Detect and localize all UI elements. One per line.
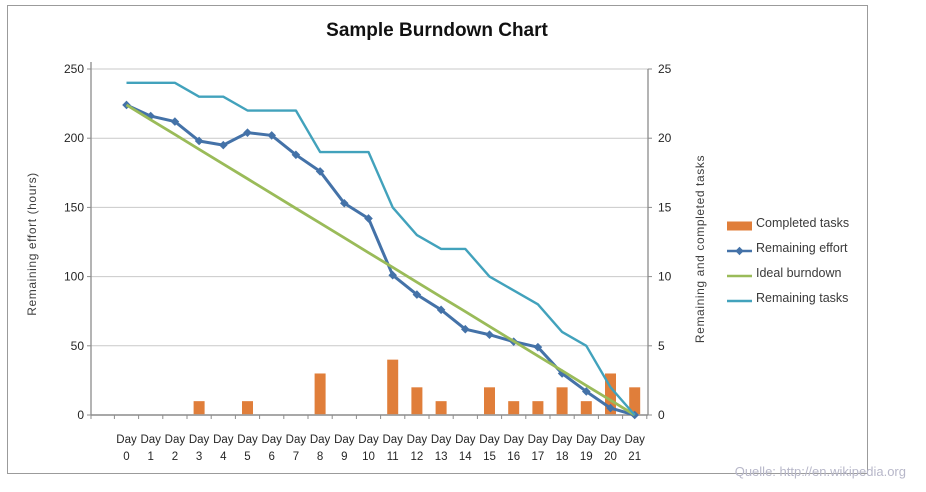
legend-label: Ideal burndown bbox=[756, 266, 842, 280]
chart-frame-border bbox=[7, 5, 868, 474]
svg-text:11: 11 bbox=[387, 451, 399, 463]
svg-text:20: 20 bbox=[658, 131, 672, 145]
svg-text:15: 15 bbox=[658, 200, 672, 214]
svg-text:Day: Day bbox=[624, 434, 645, 446]
svg-text:Day: Day bbox=[479, 434, 500, 446]
bar-swatch-icon bbox=[727, 218, 752, 231]
svg-text:5: 5 bbox=[244, 451, 250, 463]
svg-text:Day: Day bbox=[431, 434, 452, 446]
legend-item-ideal-burndown: Ideal burndown bbox=[727, 266, 849, 280]
x-axis-labels: Day 0 Day 1 Day 2 Day 3 Day 4 Day 5 Day 6 Day 7 Day 8 Day 9… bbox=[116, 434, 645, 463]
svg-text:Day: Day bbox=[407, 434, 428, 446]
svg-text:13: 13 bbox=[435, 451, 448, 463]
chart-title: Sample Burndown Chart bbox=[326, 20, 548, 41]
svg-text:15: 15 bbox=[483, 451, 496, 463]
svg-text:250: 250 bbox=[64, 62, 84, 76]
svg-text:Day: Day bbox=[455, 434, 476, 446]
svg-text:Day: Day bbox=[382, 434, 403, 446]
svg-text:Day: Day bbox=[334, 434, 355, 446]
svg-text:100: 100 bbox=[64, 270, 84, 284]
source-note: Quelle: http://en.wikipedia.org bbox=[734, 464, 906, 479]
gridlines bbox=[91, 68, 648, 347]
svg-text:Day: Day bbox=[116, 434, 137, 446]
legend-label: Remaining tasks bbox=[756, 291, 849, 305]
svg-text:3: 3 bbox=[196, 451, 202, 463]
svg-text:Day: Day bbox=[237, 434, 258, 446]
legend-label: Completed tasks bbox=[756, 216, 850, 230]
legend: Completed tasks Remaining effort Ideal b… bbox=[727, 216, 850, 317]
legend-item-remaining-tasks: Remaining tasks bbox=[727, 291, 849, 305]
axis-tick-labels: 0 50 100 150 200 250 0 5 10 15 20 25 bbox=[64, 62, 672, 422]
svg-text:9: 9 bbox=[341, 451, 347, 463]
series-remaining-tasks-line bbox=[126, 81, 636, 416]
svg-text:Day: Day bbox=[140, 434, 161, 446]
svg-text:Day: Day bbox=[310, 434, 331, 446]
svg-text:Day: Day bbox=[261, 434, 282, 446]
svg-text:12: 12 bbox=[411, 451, 424, 463]
svg-text:Day: Day bbox=[213, 434, 234, 446]
series-completed-tasks-bars bbox=[193, 359, 641, 415]
line-diamond-swatch-icon bbox=[727, 243, 752, 256]
svg-text:Day: Day bbox=[528, 434, 549, 446]
svg-text:Day: Day bbox=[576, 434, 597, 446]
svg-text:0: 0 bbox=[77, 408, 84, 422]
svg-text:4: 4 bbox=[220, 451, 227, 463]
series-remaining-effort-line bbox=[122, 100, 639, 420]
series-ideal-burndown-line bbox=[125, 103, 636, 417]
svg-text:Day: Day bbox=[503, 434, 524, 446]
axes bbox=[87, 62, 652, 419]
svg-text:0: 0 bbox=[123, 451, 129, 463]
svg-text:Day: Day bbox=[165, 434, 186, 446]
svg-text:Day: Day bbox=[189, 434, 210, 446]
svg-text:2: 2 bbox=[172, 451, 178, 463]
svg-text:150: 150 bbox=[64, 200, 84, 214]
svg-text:10: 10 bbox=[362, 451, 375, 463]
line-swatch-icon bbox=[727, 293, 752, 303]
svg-text:50: 50 bbox=[71, 339, 85, 353]
svg-text:14: 14 bbox=[459, 451, 472, 463]
svg-text:1: 1 bbox=[147, 451, 153, 463]
svg-text:10: 10 bbox=[658, 270, 672, 284]
svg-text:17: 17 bbox=[532, 451, 545, 463]
svg-text:21: 21 bbox=[628, 451, 641, 463]
svg-text:0: 0 bbox=[658, 408, 665, 422]
svg-text:25: 25 bbox=[658, 62, 672, 76]
svg-text:Day: Day bbox=[600, 434, 621, 446]
svg-text:8: 8 bbox=[317, 451, 323, 463]
svg-text:5: 5 bbox=[658, 339, 665, 353]
svg-text:18: 18 bbox=[556, 451, 569, 463]
line-swatch-icon bbox=[727, 268, 752, 278]
svg-text:Day: Day bbox=[358, 434, 379, 446]
legend-label: Remaining effort bbox=[756, 241, 848, 255]
svg-text:7: 7 bbox=[293, 451, 299, 463]
svg-text:Day: Day bbox=[286, 434, 307, 446]
svg-text:200: 200 bbox=[64, 131, 84, 145]
legend-item-completed-tasks: Completed tasks bbox=[727, 216, 850, 231]
svg-text:6: 6 bbox=[268, 451, 274, 463]
legend-item-remaining-effort: Remaining effort bbox=[727, 241, 849, 256]
svg-text:16: 16 bbox=[507, 451, 520, 463]
svg-text:Day: Day bbox=[552, 434, 573, 446]
svg-text:20: 20 bbox=[604, 451, 617, 463]
svg-text:19: 19 bbox=[580, 451, 593, 463]
